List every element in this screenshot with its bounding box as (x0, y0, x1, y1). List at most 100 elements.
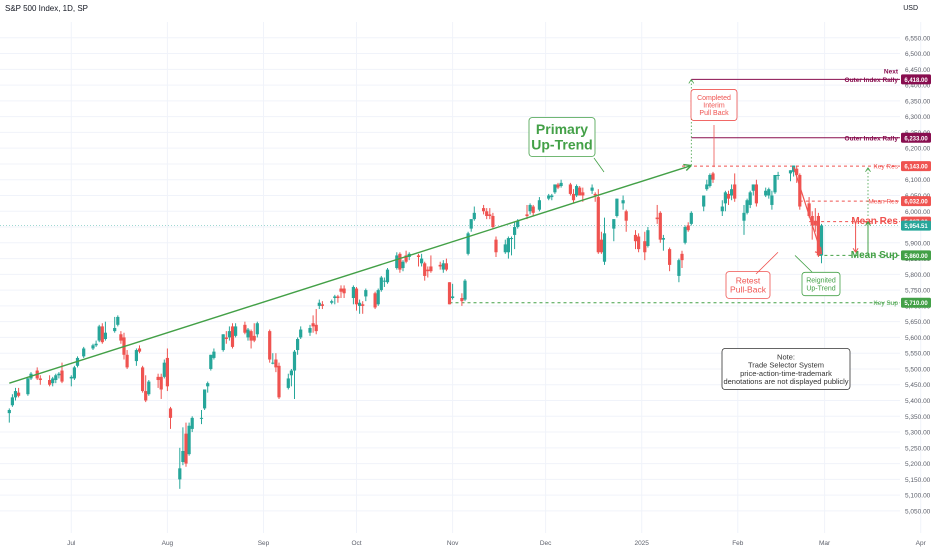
candle-body (141, 367, 145, 392)
candle-body (156, 376, 160, 381)
candle-body (553, 184, 557, 193)
level-label: Mean Res (868, 199, 898, 206)
candle-body (506, 238, 510, 253)
reignited-callout-text: Reignited (806, 278, 836, 285)
candle-body (398, 253, 402, 270)
candle-body (227, 331, 231, 338)
candle-body (463, 280, 467, 300)
candle-body (466, 233, 470, 254)
y-tick-label: 6,350.00 (905, 98, 931, 105)
candle-body (17, 392, 21, 396)
y-tick-label: 5,550.00 (905, 351, 931, 358)
price-tag (901, 250, 931, 261)
candle-body (190, 417, 194, 429)
note-callout-box (721, 348, 851, 390)
candle-body (525, 214, 529, 216)
candle-body (299, 329, 303, 338)
candle-body (754, 184, 758, 204)
candle-body (94, 343, 98, 346)
retest-pointer (755, 251, 779, 275)
candle-body (342, 288, 346, 294)
candle-body (531, 206, 535, 213)
candle-body (274, 359, 278, 368)
current-price-tag (901, 220, 931, 231)
levels-layer: Next Outer Index Rally Outer Index Rally Ke… (0, 68, 900, 307)
x-tick-label: Mar (819, 540, 831, 547)
candle-body (748, 192, 752, 205)
y-tick-label: 5,500.00 (905, 366, 931, 373)
y-tick-label: 5,250.00 (905, 445, 931, 452)
y-tick-label: 6,300.00 (905, 114, 931, 121)
candle-body (382, 280, 386, 282)
candle-body (416, 255, 421, 257)
candle-body (509, 238, 514, 240)
y-tick-label: 5,750.00 (905, 288, 931, 295)
candle-body (243, 324, 247, 333)
candle-body (764, 190, 768, 196)
candle-body (426, 269, 430, 272)
candle-body (668, 249, 672, 265)
candle-body (82, 348, 86, 357)
price-tag (901, 196, 931, 207)
reignited-callout-box (801, 271, 841, 297)
candle-body (361, 304, 365, 306)
candle-body (159, 376, 163, 390)
candle-body (720, 206, 724, 212)
candle-body (330, 301, 334, 303)
candle-body (420, 258, 424, 264)
y-tick-label: 5,300.00 (905, 430, 931, 437)
candle-body (314, 324, 318, 332)
candle-body (212, 351, 216, 358)
candle-body (742, 212, 746, 221)
x-tick-label: 2025 (634, 540, 649, 547)
completed-pullback-callout-text: Completed (697, 95, 731, 102)
x-tick-label: Aug (162, 540, 174, 547)
candle-body (568, 184, 572, 194)
y-tick-label: 6,550.00 (905, 35, 931, 42)
note-callout-text: price-action-time-trademark (740, 369, 832, 378)
candle-body (438, 264, 442, 267)
reignite-arrowhead (865, 221, 871, 226)
candle-body (612, 219, 616, 229)
level-label: Key Sup (873, 300, 898, 307)
currency-label: USD (903, 5, 918, 12)
candle-body (680, 253, 684, 261)
candle-body (655, 217, 659, 220)
candle-body (317, 302, 321, 306)
candle-body (351, 286, 355, 299)
projection-arrowhead (688, 79, 695, 84)
candle-body (578, 187, 582, 196)
candle-body (38, 378, 42, 381)
price-tag-label: 5,860.00 (904, 254, 928, 260)
retest-callout-text: Retest (736, 275, 761, 285)
y-tick-label: 5,800.00 (905, 272, 931, 279)
primary-trend-callout-text: Up-Trend (531, 137, 592, 153)
x-tick-label: Dec (540, 540, 552, 547)
candle-body (599, 239, 603, 253)
candle-body (513, 227, 517, 235)
candle-body (689, 212, 693, 224)
candle-body (97, 326, 101, 341)
candle-body (234, 326, 238, 336)
candle-body (637, 236, 641, 250)
level-label: Outer Index Rally (845, 135, 899, 142)
y-tick-label: 5,650.00 (905, 319, 931, 326)
retest-callout-box (725, 271, 771, 299)
candle-body (643, 241, 647, 253)
candle-body (147, 381, 151, 395)
price-axis[interactable]: 5,050.00 5,100.00 5,150.00 5,200.00 5,250.00… (901, 35, 931, 515)
completed-pullback-callout-text: Pull Back (699, 110, 729, 117)
y-tick-label: 5,050.00 (905, 508, 931, 515)
candle-body (57, 373, 61, 376)
candle-body (807, 203, 811, 216)
candle-body (776, 174, 780, 176)
y-tick-label: 6,400.00 (905, 83, 931, 90)
candle-body (581, 192, 585, 196)
time-axis[interactable]: Jul Aug Sep Oct Nov Dec 2025 Feb Mar Apr (67, 540, 926, 547)
candle-body (181, 450, 185, 463)
y-tick-label: 6,100.00 (905, 177, 931, 184)
candle-body (308, 327, 312, 333)
y-tick-label: 5,100.00 (905, 493, 931, 500)
candle-body (798, 174, 802, 207)
